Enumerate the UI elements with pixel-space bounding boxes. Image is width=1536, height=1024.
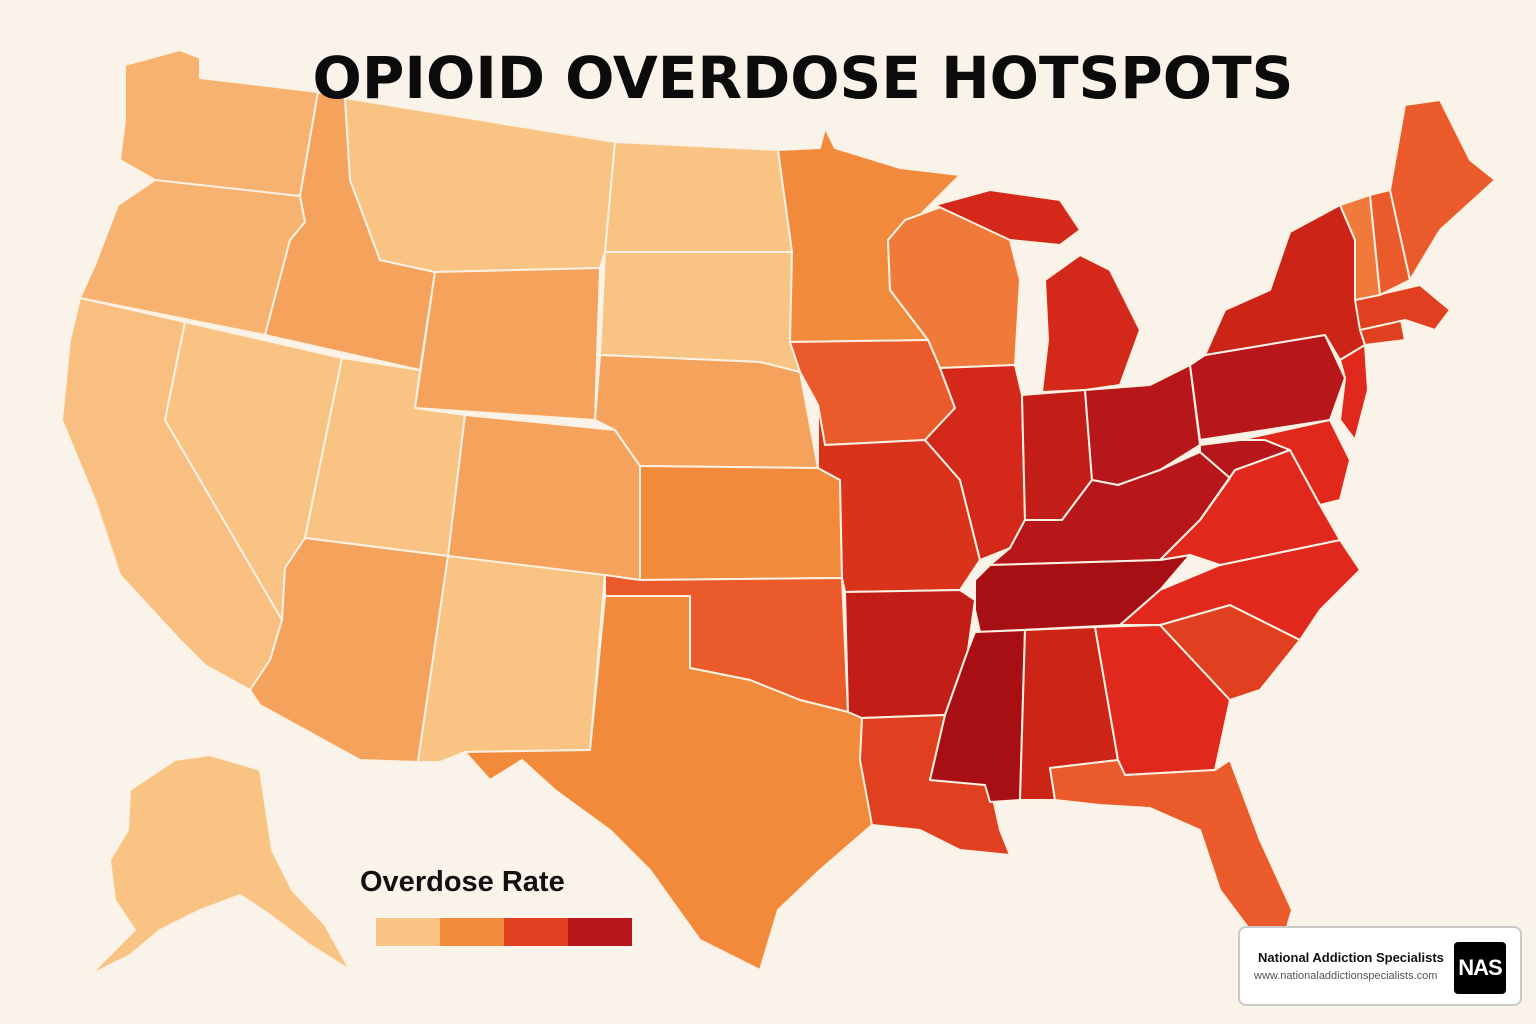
legend-level-2 xyxy=(440,918,504,946)
legend-level-3 xyxy=(504,918,568,946)
state-north-carolina xyxy=(1119,539,1361,641)
state-illinois xyxy=(924,364,1026,561)
state-south-dakota xyxy=(599,251,801,373)
state-north-dakota xyxy=(604,141,793,253)
legend-level-1 xyxy=(376,918,440,946)
state-nebraska xyxy=(594,354,819,469)
state-maine xyxy=(1389,99,1496,281)
state-colorado xyxy=(447,414,641,581)
legend-title: Overdose Rate xyxy=(360,866,565,898)
map-title: OPIOID OVERDOSE HOTSPOTS xyxy=(312,44,1294,112)
state-iowa xyxy=(789,339,956,446)
state-new-mexico xyxy=(417,555,606,763)
state-montana xyxy=(344,97,616,273)
state-vermont xyxy=(1339,194,1381,301)
nas-logo-icon: NAS xyxy=(1454,942,1506,994)
legend-color-scale xyxy=(376,918,632,946)
state-florida xyxy=(1049,759,1293,951)
legend-level-4 xyxy=(568,918,632,946)
state-mississippi xyxy=(929,629,1026,803)
state-new-york xyxy=(1204,204,1366,361)
state-maryland-delaware xyxy=(1239,419,1351,506)
state-arizona xyxy=(249,537,449,763)
state-michigan xyxy=(934,189,1141,393)
state-alaska xyxy=(89,754,351,976)
state-new-jersey xyxy=(1339,344,1369,441)
state-texas xyxy=(464,595,873,971)
brand-card: National Addiction Specialists www.natio… xyxy=(1238,926,1522,1006)
brand-url: www.nationaladdictionspecialists.com xyxy=(1254,970,1438,982)
state-kansas xyxy=(639,465,843,581)
state-wyoming xyxy=(414,267,601,421)
brand-name: National Addiction Specialists xyxy=(1258,950,1444,965)
